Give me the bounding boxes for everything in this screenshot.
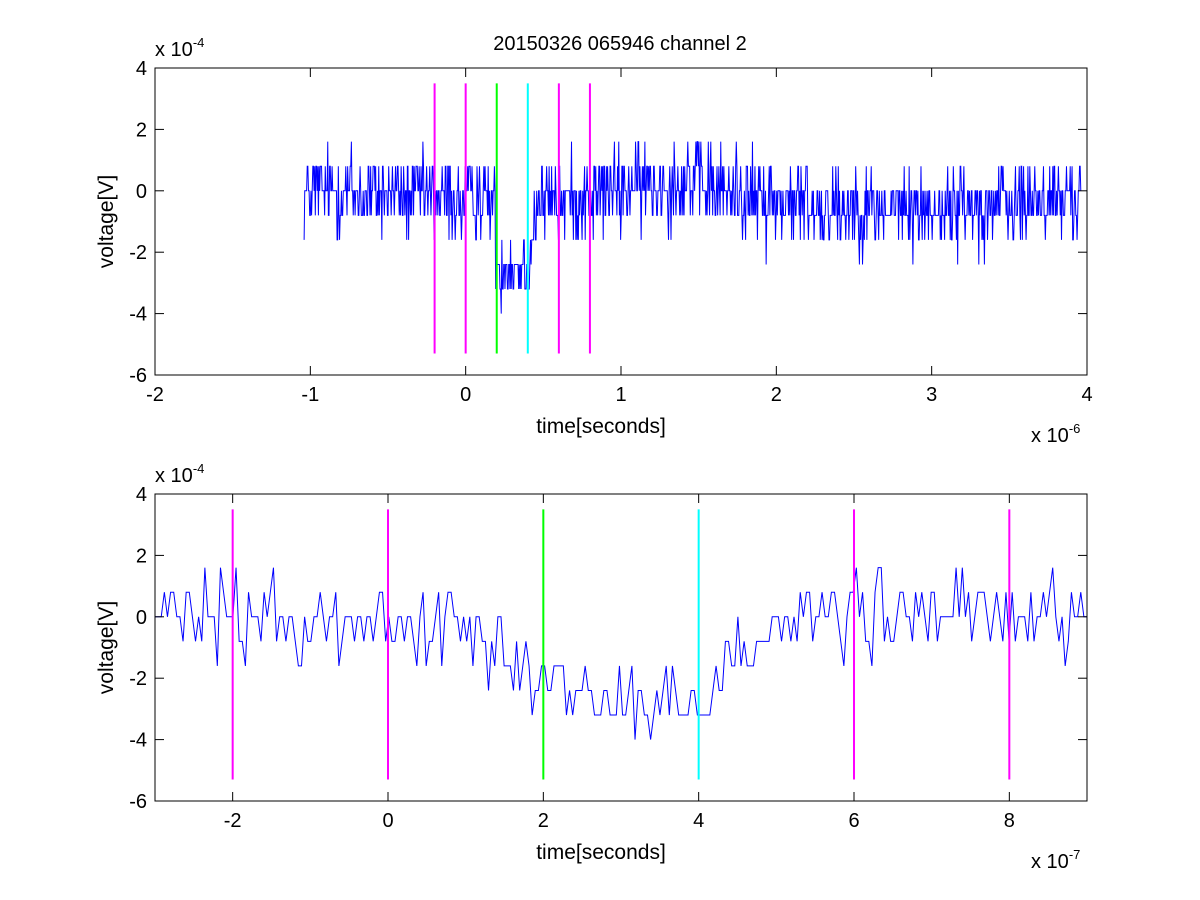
x-tick-label: 6 (848, 810, 859, 832)
x-tick-label: 0 (382, 810, 393, 832)
x-tick-label: 2 (771, 384, 782, 406)
x-axis-label: time[seconds] (536, 841, 666, 864)
y-tick-label: 0 (136, 607, 147, 629)
x-exponent-label: x 10-7 (1031, 847, 1080, 873)
signal-layer (155, 567, 1087, 740)
signal-series (303, 141, 1082, 314)
y-exponent-power: -4 (193, 461, 205, 476)
x-axis-label: time[seconds] (536, 415, 666, 438)
x-axis: -2 0 2 4 6 8 (224, 494, 1015, 832)
x-tick-label: 4 (693, 810, 704, 832)
y-axis-label: voltage[V] (95, 601, 118, 694)
marker-layer (231, 509, 1011, 780)
signal-layer (303, 141, 1082, 314)
y-exponent-label: x 10-4 (155, 35, 204, 61)
marker-layer (433, 83, 591, 354)
y-tick-label: -2 (129, 242, 147, 264)
y-tick-label: -4 (129, 730, 147, 752)
signal-series (155, 567, 1087, 740)
plot-frame (154, 493, 1088, 802)
x-exponent-power: -6 (1069, 421, 1081, 436)
x-tick-label: -2 (146, 384, 164, 406)
x-tick-label: -2 (224, 810, 242, 832)
bottom-panel: -2 0 2 4 6 8 4 2 0 -2 -4 -6 time[seconds] voltage[… (95, 461, 1088, 873)
x-exponent-power: -7 (1069, 847, 1081, 862)
x-tick-label: 2 (538, 810, 549, 832)
x-axis: -2 -1 0 1 2 3 4 (146, 68, 1093, 406)
y-tick-label: -6 (129, 791, 147, 813)
y-tick-label: 2 (136, 119, 147, 141)
y-tick-label: 4 (136, 58, 147, 80)
y-tick-label: -2 (129, 668, 147, 690)
x-tick-label: 8 (1004, 810, 1015, 832)
x-exponent-base: x 10 (1031, 851, 1069, 873)
x-exponent-label: x 10-6 (1031, 421, 1080, 447)
y-tick-label: -6 (129, 365, 147, 387)
y-tick-label: -4 (129, 304, 147, 326)
x-tick-label: -1 (301, 384, 319, 406)
y-axis: 4 2 0 -2 -4 -6 (129, 484, 1087, 813)
x-exponent-base: x 10 (1031, 425, 1069, 447)
y-exponent-label: x 10-4 (155, 461, 204, 487)
x-tick-label: 0 (460, 384, 471, 406)
y-tick-label: 0 (136, 181, 147, 203)
y-axis-label: voltage[V] (95, 175, 118, 268)
y-exponent-power: -4 (193, 35, 205, 50)
y-exponent-base: x 10 (155, 39, 193, 61)
chart-title: 20150326 065946 channel 2 (493, 33, 747, 55)
y-axis: 4 2 0 -2 -4 -6 (129, 58, 1087, 387)
y-tick-label: 2 (136, 545, 147, 567)
y-tick-label: 4 (136, 484, 147, 506)
top-panel: 20150326 065946 channel 2 -2 -1 0 1 2 3 4 420-… (95, 33, 1093, 447)
x-tick-label: 1 (615, 384, 626, 406)
x-tick-label: 3 (926, 384, 937, 406)
x-tick-label: 4 (1081, 384, 1092, 406)
y-exponent-base: x 10 (155, 465, 193, 487)
